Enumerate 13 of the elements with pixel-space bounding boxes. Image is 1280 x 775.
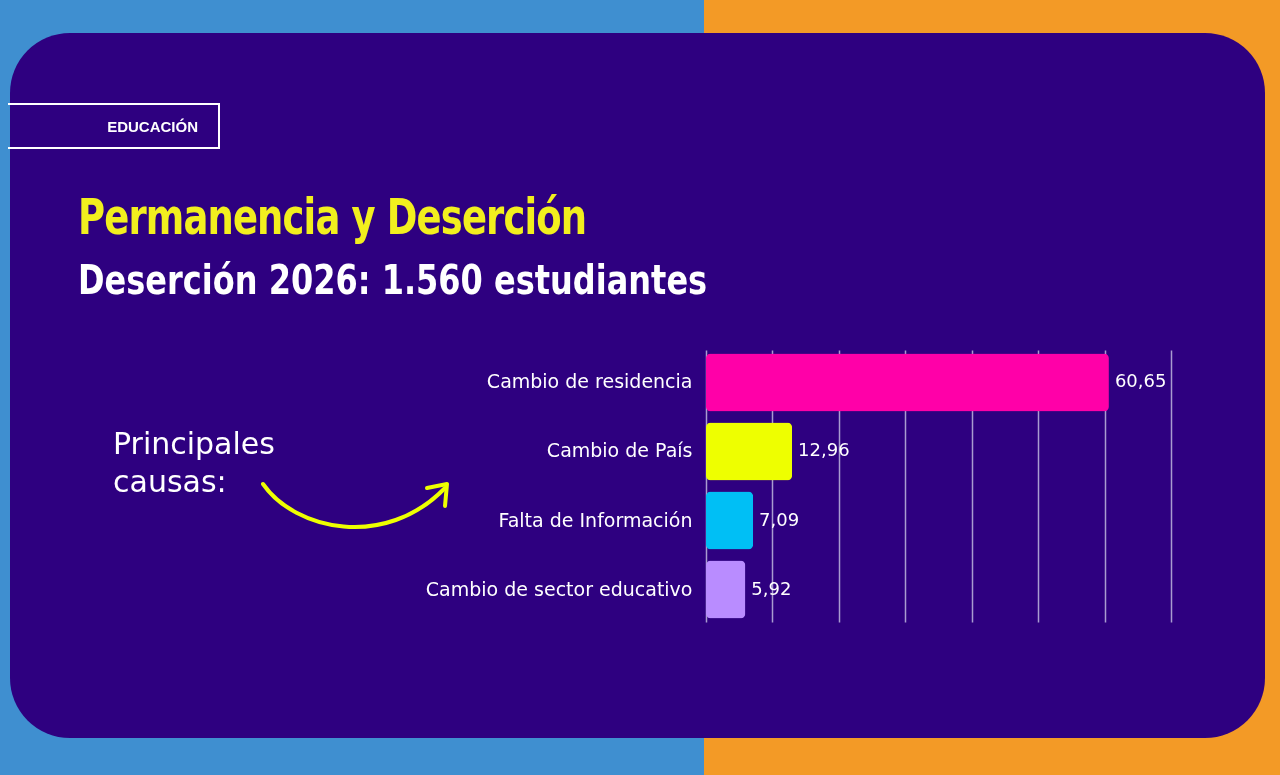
y-tick-label: Cambio de sector educativo (425, 577, 693, 600)
y-tick-label: Cambio de residencia (486, 370, 693, 393)
bar (706, 560, 746, 619)
chart-subtitle: Deserción 2026: 1.560 estudiantes (78, 257, 708, 303)
bar (706, 353, 1109, 412)
bar (706, 422, 793, 481)
text: EDUCACIÓN (8, 103, 220, 149)
y-tick-label: Falta de Información (498, 508, 693, 531)
y-tick-label: Cambio de País (546, 439, 693, 462)
data-label: 60,65 (1114, 370, 1167, 392)
bar (706, 491, 754, 550)
text: Principales causas: (113, 425, 276, 501)
chart-title: Permanencia y Deserción (78, 188, 587, 246)
